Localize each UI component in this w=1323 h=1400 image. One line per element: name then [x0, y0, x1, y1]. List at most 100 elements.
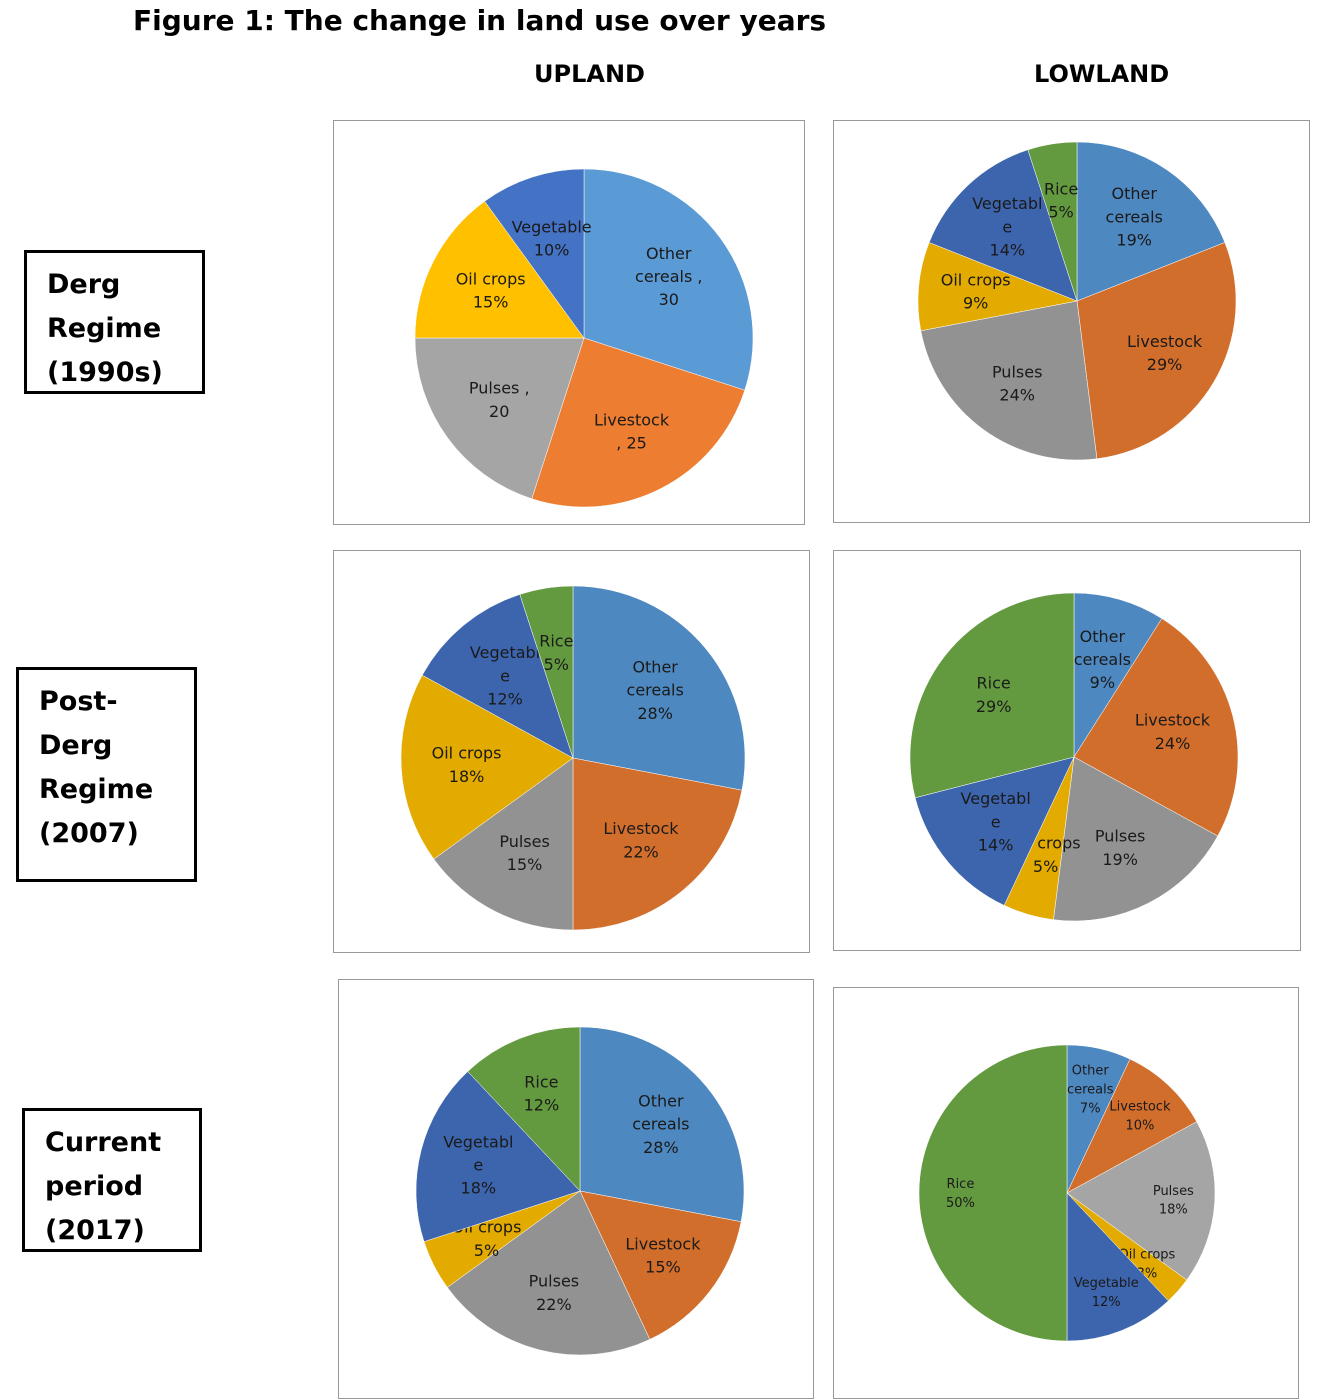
pie-label-line: 14% [978, 836, 1014, 855]
pie-label-line: Pulses [499, 832, 549, 851]
row-label-line: Current [45, 1127, 162, 1158]
pie-slice-livestock [531, 337, 746, 508]
pie-label-pulses: Pulses 22% [529, 1272, 579, 1314]
pie-label-line: 24% [1155, 734, 1191, 753]
pie-slice-livestock [1066, 1058, 1198, 1194]
pie-label-line: Oil crops [941, 270, 1011, 289]
pie-label-line: Other [638, 1091, 684, 1110]
pie-label-line: e [500, 666, 510, 685]
row-label-line: (1990s) [47, 357, 163, 388]
pie-slice-vegetable [415, 1071, 581, 1242]
pie-label-line: e [991, 812, 1001, 831]
pie-label-line: 29% [1147, 355, 1183, 374]
pie-label-line: 5% [474, 1241, 499, 1260]
pie-slice-livestock [572, 757, 743, 931]
pie-slice-livestock [1073, 618, 1239, 837]
pie-label-line: Vegetabl [961, 789, 1031, 808]
pie-label-line: 19% [1116, 231, 1152, 250]
row-label-line: Regime [39, 774, 154, 805]
pie-panel-upland-2017: Other cereals 28% Livestock 15% Pulses 22% Oil … [338, 979, 814, 1399]
pie-label-line: cereals [1067, 1083, 1114, 1098]
pie-slice-other-cereals [579, 1026, 745, 1223]
pie-label-line: Livestock [1135, 711, 1211, 730]
pie-label-line: Oil crops [1119, 1248, 1176, 1263]
pie-panel-upland-2007: Other cereals 28% Livestock 22% Pulses 15% Oil … [333, 550, 810, 953]
pie-label-line: e [473, 1155, 483, 1174]
pie-label-line: 9% [963, 294, 988, 313]
pie-panel-lowland-2007: Other cereals 9% Livestock 24% Pulses 19% Oil c… [833, 550, 1301, 951]
pie-label-other-cereals: Other cereals 28% [632, 1091, 689, 1156]
row-label-current: Current period (2017) [22, 1108, 202, 1252]
pie-slice-vegetable [914, 756, 1075, 906]
pie-slice-rice [909, 592, 1075, 799]
pie-label-line: 22% [623, 842, 659, 861]
pie-label-vegetable: Vegetable 10% [512, 217, 592, 259]
pie-label-pulses: Pulses 15% [499, 832, 549, 874]
pie-label-line: Rice [524, 1072, 558, 1091]
pie-label-line: 12% [1092, 1295, 1121, 1310]
pie-slice-pulses [1066, 1121, 1216, 1281]
pie-slice-other-cereals [583, 168, 754, 391]
pie-label-line: Vegetabl [470, 643, 540, 662]
pie-label-line: Livestock [603, 819, 679, 838]
pie-label-rice: Rice 29% [976, 674, 1012, 716]
pie-label-line: Vegetable [512, 217, 592, 236]
pie-label-rice: Rice 12% [524, 1072, 560, 1114]
pie-label-line: Livestock [1109, 1099, 1171, 1114]
pie-label-line: e [1002, 217, 1012, 236]
pie-label-line: cereals [627, 681, 684, 700]
pie-slice-oil-crops [414, 200, 585, 339]
pie-label-line: 22% [536, 1295, 572, 1314]
pie-label-livestock: Livestock 15% [625, 1234, 701, 1276]
pie-label-oil-crops: Oil crops 15% [456, 269, 526, 311]
pie-chart: Other cereals 28%Livestock 15%Pulses 22%Oil … [415, 1026, 745, 1356]
row-label-line: Derg [47, 269, 121, 300]
pie-label-livestock: Livestock 10% [1109, 1099, 1171, 1133]
pie-label-pulses: Pulses 19% [1095, 827, 1145, 869]
pie-label-livestock: Livestock 29% [1127, 332, 1203, 374]
pie-chart: Other cereals 7% Livestock 10% Pulses 18% Oil c… [918, 1044, 1216, 1342]
pie-label-pulses: Pulses 18% [1153, 1184, 1194, 1218]
pie-label-line: Pulses [992, 362, 1042, 381]
pie-label-line: Livestock [625, 1234, 701, 1253]
pie-slice-rice [918, 1044, 1068, 1342]
pie-label-rice: Rice 50% [946, 1177, 975, 1211]
pie-slice-other-cereals [1076, 141, 1226, 302]
pie-slice-oil-crops [917, 242, 1078, 332]
pie-panel-lowland-1990s: Other cereals 19% Livestock 29% Pulses 24% Oil … [833, 120, 1310, 523]
pie-slice-other-cereals [1073, 592, 1163, 758]
row-label-line: Derg [39, 730, 113, 761]
pie-label-vegetable: Vegetabl e 14% [972, 194, 1042, 259]
pie-label-rice: Rice 5% [1044, 179, 1078, 221]
pie-label-line: 9% [1090, 673, 1115, 692]
pie-label-livestock: Livestock 22% [603, 819, 679, 861]
column-header-lowland: LOWLAND [1034, 60, 1170, 88]
pie-label-line: 10% [534, 241, 570, 260]
pie-label-line: 14% [990, 241, 1026, 260]
pie-label-line: Other [1111, 184, 1157, 203]
figure-title: Figure 1: The change in land use over ye… [133, 4, 827, 37]
pie-label-line: 15% [645, 1258, 681, 1277]
row-label-line: Regime [47, 313, 162, 344]
row-label-post-derg: Post- Derg Regime (2007) [16, 667, 197, 882]
pie-label-line: cereals [1106, 207, 1163, 226]
pie-label-line: 28% [643, 1138, 679, 1157]
pie-label-other-cereals: Other cereals 9% [1074, 627, 1131, 692]
pie-label-line: Other [1072, 1064, 1110, 1079]
pie-label-line: 50% [946, 1196, 975, 1211]
pie-label-line: 18% [1159, 1203, 1188, 1218]
pie-slice-rice [519, 585, 574, 759]
pie-label-line: 15% [473, 293, 509, 312]
pie-label-line: 5% [1033, 857, 1058, 876]
pie-label-line: 12% [524, 1096, 560, 1115]
pie-label-line: Rice [539, 632, 573, 651]
pie-label-pulses: Pulses 24% [992, 362, 1042, 404]
pie-label-line: cereals [632, 1115, 689, 1134]
pie-label-line: Pulses , [469, 379, 530, 398]
pie-slice-vegetable [484, 168, 585, 339]
pie-label-line: 24% [999, 386, 1035, 405]
pie-label-line: 7% [1080, 1101, 1101, 1116]
pie-label-line: Rice [977, 674, 1011, 693]
